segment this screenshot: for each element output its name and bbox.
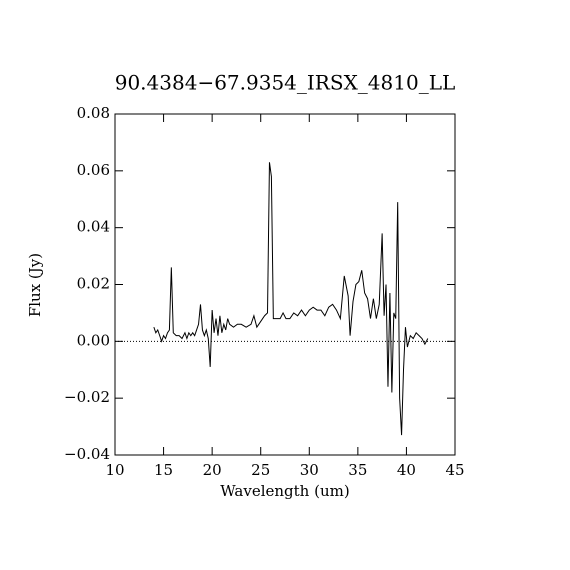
plot-frame xyxy=(114,113,456,456)
x-tick-label: 25 xyxy=(251,461,270,479)
y-tick-label: 0.04 xyxy=(77,218,110,236)
x-tick-label: 30 xyxy=(300,461,319,479)
chart-title: 90.4384−67.9354_IRSX_4810_LL xyxy=(115,71,456,95)
x-tick-label: 20 xyxy=(203,461,222,479)
y-axis-label: Flux (Jy) xyxy=(26,253,44,317)
x-tick-label: 40 xyxy=(397,461,416,479)
spectrum-line xyxy=(153,162,429,436)
y-tick-label: −0.02 xyxy=(64,388,110,406)
x-tick-label: 15 xyxy=(154,461,173,479)
y-tick-label: 0.02 xyxy=(77,275,110,293)
x-axis-label: Wavelength (um) xyxy=(220,482,349,500)
x-tick-label: 35 xyxy=(348,461,367,479)
y-tick-label: 0.00 xyxy=(77,331,110,349)
x-tick-label: 10 xyxy=(105,461,124,479)
y-tick-label: −0.04 xyxy=(64,445,110,463)
y-tick-label: 0.06 xyxy=(77,161,110,179)
y-tick-label: 0.08 xyxy=(77,104,110,122)
x-tick-label: 45 xyxy=(445,461,464,479)
